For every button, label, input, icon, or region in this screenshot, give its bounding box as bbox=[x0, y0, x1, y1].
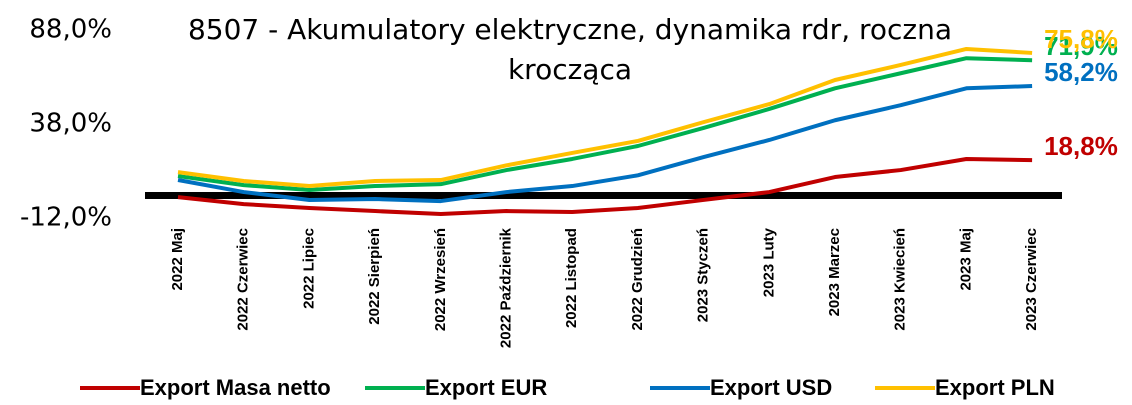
chart-title: 8507 - Akumulatory elektryczne, dynamika… bbox=[187, 13, 953, 86]
data-label: 18,8% bbox=[1044, 131, 1118, 161]
x-tick-label: 2023 Czerwiec bbox=[1023, 228, 1040, 331]
series-line bbox=[177, 46, 1033, 189]
x-tick-label: 2023 Maj bbox=[957, 228, 974, 291]
y-tick-label: 88,0% bbox=[29, 15, 112, 45]
x-tick-label: 2022 Maj bbox=[169, 228, 186, 291]
x-tick-label: 2022 Lipiec bbox=[300, 228, 317, 309]
x-tick-label: 2023 Styczeń bbox=[695, 228, 712, 322]
series-line bbox=[177, 84, 1033, 204]
legend-label: Export Masa netto bbox=[140, 375, 331, 400]
data-label: 58,2% bbox=[1044, 57, 1118, 87]
x-tick-label: 2022 Październik bbox=[497, 227, 514, 348]
x-tick-label: 2023 Luty bbox=[760, 227, 777, 297]
x-tick-label: 2022 Listopad bbox=[563, 228, 580, 328]
x-tick-label: 2022 Sierpień bbox=[366, 228, 383, 325]
x-tick-label: 2022 Czerwiec bbox=[235, 228, 252, 331]
x-tick-label: 2023 Kwiecień bbox=[892, 228, 909, 331]
series-line bbox=[177, 56, 1033, 192]
data-label: 71,9% bbox=[1044, 31, 1118, 61]
legend-label: Export USD bbox=[710, 375, 832, 400]
y-tick-label: 38,0% bbox=[29, 109, 112, 139]
x-tick-label: 2023 Marzec bbox=[826, 228, 843, 316]
x-tick-label: 2022 Wrzesień bbox=[432, 228, 449, 331]
y-tick-label: -12,0% bbox=[20, 203, 112, 233]
series-line bbox=[177, 156, 1033, 217]
legend-label: Export EUR bbox=[425, 375, 547, 400]
legend-label: Export PLN bbox=[935, 375, 1055, 400]
x-tick-label: 2022 Grudzień bbox=[629, 228, 646, 331]
data-label: 75,8% bbox=[1044, 24, 1118, 54]
